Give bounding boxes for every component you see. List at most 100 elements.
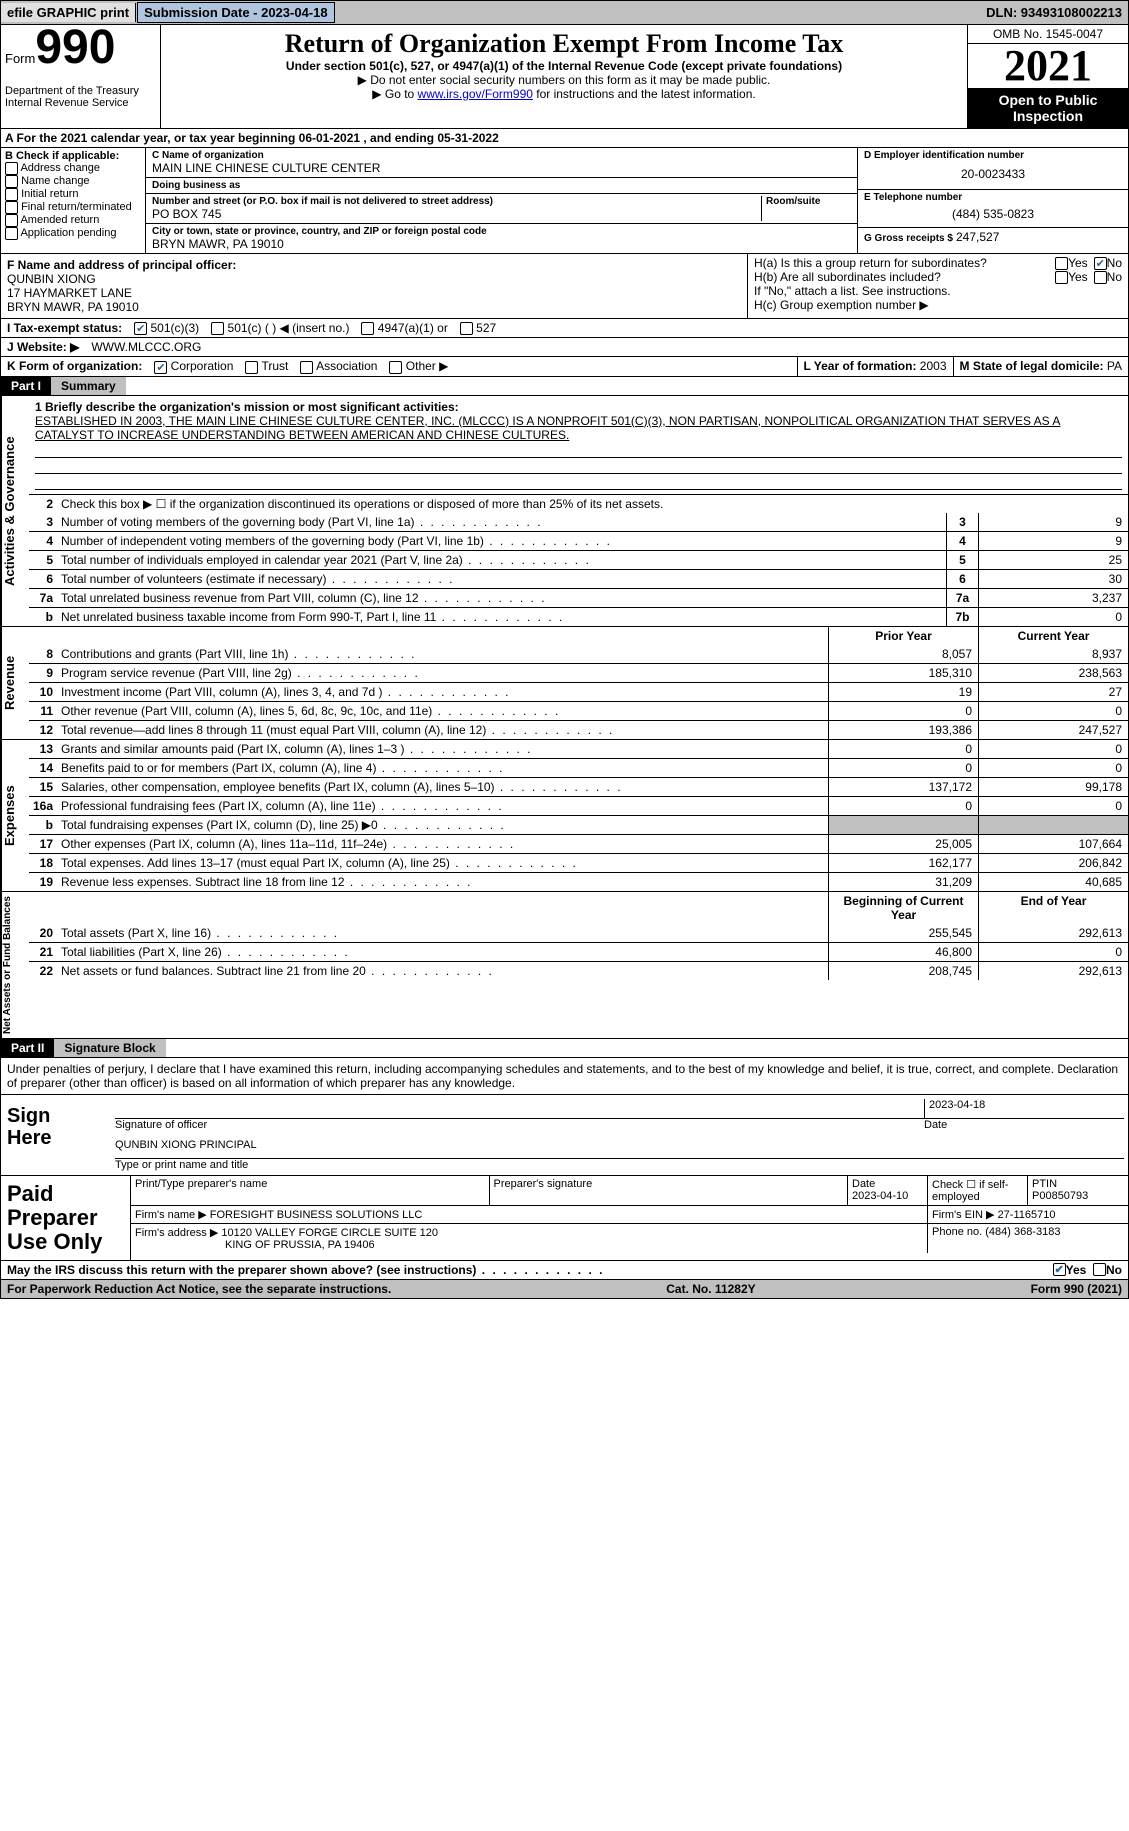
irs-link[interactable]: www.irs.gov/Form990 (418, 87, 533, 101)
row-j-website: J Website: ▶ WWW.MLCCC.ORG (0, 338, 1129, 357)
block-b-c-d: B Check if applicable: Address change Na… (0, 148, 1129, 254)
cb-other[interactable] (389, 361, 402, 374)
prep-sig-label: Preparer's signature (490, 1176, 849, 1205)
firm-phone: (484) 368-3183 (985, 1226, 1060, 1238)
tab-revenue: Revenue (1, 627, 29, 739)
line-10-text: Investment income (Part VIII, column (A)… (57, 683, 828, 701)
city-value: BRYN MAWR, PA 19010 (152, 237, 851, 251)
submission-date-button[interactable]: Submission Date - 2023-04-18 (137, 2, 335, 23)
paid-preparer-label: Paid Preparer Use Only (1, 1176, 131, 1261)
irs-label: Internal Revenue Service (5, 97, 156, 109)
title-block: Return of Organization Exempt From Incom… (161, 25, 968, 128)
firm-name: FORESIGHT BUSINESS SOLUTIONS LLC (210, 1209, 423, 1221)
cb-corp[interactable] (154, 361, 167, 374)
line-9-curr: 238,563 (978, 664, 1128, 682)
cb-4947[interactable] (361, 322, 374, 335)
cb-ha-no[interactable] (1094, 257, 1107, 270)
part-i-num: Part I (1, 377, 51, 395)
cb-assoc[interactable] (300, 361, 313, 374)
cb-amended-return[interactable] (5, 214, 18, 227)
cb-application-pending[interactable] (5, 227, 18, 240)
paid-preparer-block: Paid Preparer Use Only Print/Type prepar… (0, 1176, 1129, 1262)
line-14-curr: 0 (978, 759, 1128, 777)
sig-officer-label: Signature of officer (115, 1119, 924, 1131)
line-6-val: 30 (978, 570, 1128, 588)
cb-initial-return[interactable] (5, 188, 18, 201)
cb-hb-no[interactable] (1094, 271, 1107, 284)
line-b-val: 0 (978, 608, 1128, 626)
part-i-header: Part I Summary (0, 377, 1129, 396)
form-word: Form (5, 51, 35, 66)
ptin-value: P00850793 (1032, 1190, 1088, 1202)
line-13-text: Grants and similar amounts paid (Part IX… (57, 740, 828, 758)
line-15-curr: 99,178 (978, 778, 1128, 796)
website-label: J Website: ▶ (1, 338, 85, 356)
dln-label: DLN: 93493108002213 (980, 3, 1128, 22)
line-7a-val: 3,237 (978, 589, 1128, 607)
mission-text: ESTABLISHED IN 2003, THE MAIN LINE CHINE… (35, 414, 1122, 442)
officer-label: F Name and address of principal officer: (7, 258, 741, 272)
gross-value: 247,527 (956, 230, 999, 244)
summary-net-assets: Net Assets or Fund Balances Beginning of… (0, 892, 1129, 1039)
cb-final-return[interactable] (5, 201, 18, 214)
discuss-text: May the IRS discuss this return with the… (7, 1263, 1053, 1277)
prep-name-label: Print/Type preparer's name (131, 1176, 490, 1205)
cb-trust[interactable] (245, 361, 258, 374)
part-ii-header: Part II Signature Block (0, 1039, 1129, 1058)
org-name: MAIN LINE CHINESE CULTURE CENTER (152, 161, 851, 175)
efile-print-button[interactable]: efile GRAPHIC print (1, 3, 136, 22)
gross-label: G Gross receipts $ (864, 233, 953, 244)
line-17-prior: 25,005 (828, 835, 978, 853)
col-end-year: End of Year (978, 892, 1128, 924)
line-6-box: 6 (946, 570, 978, 588)
cb-501c3[interactable] (134, 322, 147, 335)
line-21-text: Total liabilities (Part X, line 26) (57, 943, 828, 961)
line-3-box: 3 (946, 513, 978, 531)
room-label: Room/suite (766, 196, 851, 207)
line-b-text: Total fundraising expenses (Part IX, col… (57, 816, 828, 834)
line-21-curr: 0 (978, 943, 1128, 961)
org-name-label: C Name of organization (152, 150, 851, 161)
open-inspection: Open to Public Inspection (968, 88, 1128, 128)
cb-501c[interactable] (211, 322, 224, 335)
line-15-prior: 137,172 (828, 778, 978, 796)
website-value: WWW.MLCCC.ORG (85, 338, 207, 356)
state-domicile: PA (1107, 359, 1122, 373)
cb-hb-yes[interactable] (1055, 271, 1068, 284)
officer-addr1: 17 HAYMARKET LANE (7, 286, 741, 300)
ein-label: D Employer identification number (864, 150, 1122, 161)
cb-name-change[interactable] (5, 175, 18, 188)
tab-expenses: Expenses (1, 740, 29, 891)
street-label: Number and street (or P.O. box if mail i… (152, 196, 761, 207)
phone-value: (484) 535-0823 (864, 203, 1122, 225)
hc-label: H(c) Group exemption number ▶ (754, 298, 1122, 312)
hb-label: H(b) Are all subordinates included? (754, 270, 1055, 284)
line-9-prior: 185,310 (828, 664, 978, 682)
cb-ha-yes[interactable] (1055, 257, 1068, 270)
cb-discuss-no[interactable] (1093, 1263, 1106, 1276)
line-16a-prior: 0 (828, 797, 978, 815)
line-18-curr: 206,842 (978, 854, 1128, 872)
phone-label: E Telephone number (864, 192, 1122, 203)
line-13-curr: 0 (978, 740, 1128, 758)
sign-here-label: Sign Here (1, 1095, 91, 1175)
tax-status-label: I Tax-exempt status: (1, 319, 128, 337)
line-22-prior: 208,745 (828, 962, 978, 980)
hb-note: If "No," attach a list. See instructions… (754, 284, 1122, 298)
col-prior-year: Prior Year (828, 627, 978, 645)
line-20-curr: 292,613 (978, 924, 1128, 942)
row-k-l-m: K Form of organization: Corporation Trus… (0, 357, 1129, 376)
cb-527[interactable] (460, 322, 473, 335)
form-id-block: Form990 Department of the Treasury Inter… (1, 25, 161, 128)
form-title: Return of Organization Exempt From Incom… (165, 29, 963, 59)
line-3-text: Number of voting members of the governin… (57, 513, 946, 531)
part-ii-title: Signature Block (54, 1039, 165, 1057)
line-b-box: 7b (946, 608, 978, 626)
self-employed-check[interactable]: Check ☐ if self-employed (928, 1176, 1028, 1205)
line-12-prior: 193,386 (828, 721, 978, 739)
cb-address-change[interactable] (5, 162, 18, 175)
summary-governance: Activities & Governance 1 Briefly descri… (0, 396, 1129, 627)
line-19-text: Revenue less expenses. Subtract line 18 … (57, 873, 828, 891)
cb-discuss-yes[interactable] (1053, 1263, 1066, 1276)
line-5-val: 25 (978, 551, 1128, 569)
